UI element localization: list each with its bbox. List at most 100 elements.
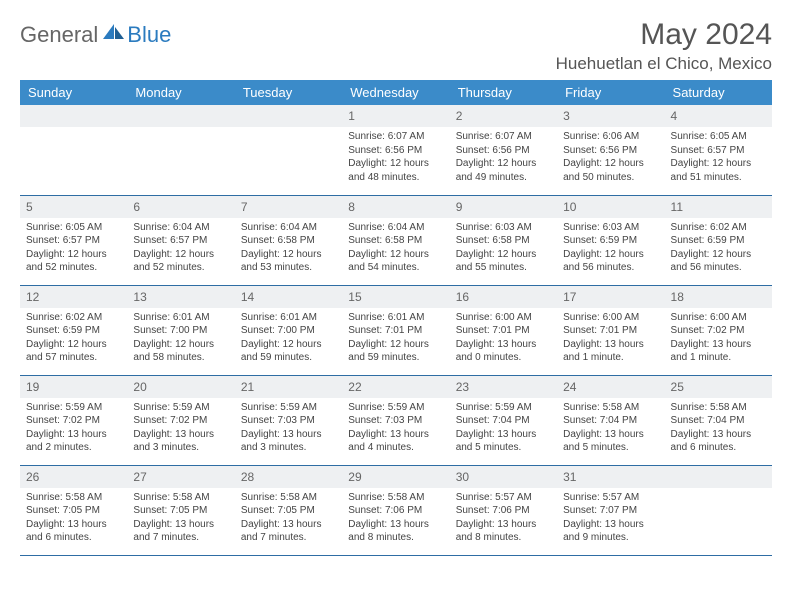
calendar-week-row: 19Sunrise: 5:59 AMSunset: 7:02 PMDayligh… bbox=[20, 375, 772, 465]
day-details: Sunrise: 6:04 AMSunset: 6:57 PMDaylight:… bbox=[127, 218, 234, 279]
calendar-day-cell: 6Sunrise: 6:04 AMSunset: 6:57 PMDaylight… bbox=[127, 195, 234, 285]
daylight-text: Daylight: 13 hours and 2 minutes. bbox=[26, 428, 121, 455]
day-number: 3 bbox=[557, 105, 664, 127]
daylight-text: Daylight: 12 hours and 50 minutes. bbox=[563, 157, 658, 184]
day-number-empty bbox=[235, 105, 342, 127]
calendar-day-cell: 25Sunrise: 5:58 AMSunset: 7:04 PMDayligh… bbox=[665, 375, 772, 465]
calendar-day-cell: 16Sunrise: 6:00 AMSunset: 7:01 PMDayligh… bbox=[450, 285, 557, 375]
day-details: Sunrise: 5:58 AMSunset: 7:05 PMDaylight:… bbox=[235, 488, 342, 549]
sunset-text: Sunset: 6:58 PM bbox=[241, 234, 336, 248]
sunrise-text: Sunrise: 6:04 AM bbox=[241, 221, 336, 235]
weekday-header: Tuesday bbox=[235, 80, 342, 105]
calendar-day-cell: 17Sunrise: 6:00 AMSunset: 7:01 PMDayligh… bbox=[557, 285, 664, 375]
day-details: Sunrise: 5:59 AMSunset: 7:03 PMDaylight:… bbox=[235, 398, 342, 459]
day-number: 15 bbox=[342, 286, 449, 308]
daylight-text: Daylight: 12 hours and 56 minutes. bbox=[563, 248, 658, 275]
calendar-day-cell: 1Sunrise: 6:07 AMSunset: 6:56 PMDaylight… bbox=[342, 105, 449, 195]
sunrise-text: Sunrise: 6:00 AM bbox=[671, 311, 766, 325]
day-details: Sunrise: 5:58 AMSunset: 7:06 PMDaylight:… bbox=[342, 488, 449, 549]
brand-text-blue: Blue bbox=[127, 22, 171, 48]
sunset-text: Sunset: 6:59 PM bbox=[671, 234, 766, 248]
sunrise-text: Sunrise: 5:59 AM bbox=[133, 401, 228, 415]
day-details: Sunrise: 6:01 AMSunset: 7:00 PMDaylight:… bbox=[127, 308, 234, 369]
day-number: 5 bbox=[20, 196, 127, 218]
sunset-text: Sunset: 7:03 PM bbox=[241, 414, 336, 428]
daylight-text: Daylight: 13 hours and 7 minutes. bbox=[241, 518, 336, 545]
sunrise-text: Sunrise: 5:59 AM bbox=[26, 401, 121, 415]
sunrise-text: Sunrise: 6:03 AM bbox=[563, 221, 658, 235]
sunset-text: Sunset: 7:07 PM bbox=[563, 504, 658, 518]
calendar-day-cell: 9Sunrise: 6:03 AMSunset: 6:58 PMDaylight… bbox=[450, 195, 557, 285]
sunset-text: Sunset: 7:04 PM bbox=[563, 414, 658, 428]
sunrise-text: Sunrise: 6:00 AM bbox=[563, 311, 658, 325]
calendar-day-cell bbox=[127, 105, 234, 195]
location-label: Huehuetlan el Chico, Mexico bbox=[556, 54, 772, 74]
sunrise-text: Sunrise: 6:03 AM bbox=[456, 221, 551, 235]
day-details: Sunrise: 6:00 AMSunset: 7:02 PMDaylight:… bbox=[665, 308, 772, 369]
daylight-text: Daylight: 12 hours and 52 minutes. bbox=[26, 248, 121, 275]
weekday-header: Wednesday bbox=[342, 80, 449, 105]
daylight-text: Daylight: 13 hours and 3 minutes. bbox=[241, 428, 336, 455]
day-details: Sunrise: 5:59 AMSunset: 7:04 PMDaylight:… bbox=[450, 398, 557, 459]
weekday-header: Monday bbox=[127, 80, 234, 105]
sunset-text: Sunset: 7:06 PM bbox=[456, 504, 551, 518]
calendar-day-cell: 24Sunrise: 5:58 AMSunset: 7:04 PMDayligh… bbox=[557, 375, 664, 465]
day-number: 8 bbox=[342, 196, 449, 218]
day-number: 20 bbox=[127, 376, 234, 398]
calendar-table: SundayMondayTuesdayWednesdayThursdayFrid… bbox=[20, 80, 772, 556]
calendar-head: SundayMondayTuesdayWednesdayThursdayFrid… bbox=[20, 80, 772, 105]
day-number: 6 bbox=[127, 196, 234, 218]
day-details: Sunrise: 6:00 AMSunset: 7:01 PMDaylight:… bbox=[450, 308, 557, 369]
daylight-text: Daylight: 13 hours and 5 minutes. bbox=[456, 428, 551, 455]
calendar-week-row: 5Sunrise: 6:05 AMSunset: 6:57 PMDaylight… bbox=[20, 195, 772, 285]
daylight-text: Daylight: 12 hours and 48 minutes. bbox=[348, 157, 443, 184]
calendar-day-cell: 4Sunrise: 6:05 AMSunset: 6:57 PMDaylight… bbox=[665, 105, 772, 195]
calendar-body: 1Sunrise: 6:07 AMSunset: 6:56 PMDaylight… bbox=[20, 105, 772, 555]
day-details: Sunrise: 6:06 AMSunset: 6:56 PMDaylight:… bbox=[557, 127, 664, 188]
sunset-text: Sunset: 7:03 PM bbox=[348, 414, 443, 428]
title-block: May 2024 Huehuetlan el Chico, Mexico bbox=[556, 18, 772, 74]
calendar-day-cell: 28Sunrise: 5:58 AMSunset: 7:05 PMDayligh… bbox=[235, 465, 342, 555]
sunset-text: Sunset: 7:04 PM bbox=[456, 414, 551, 428]
sunrise-text: Sunrise: 5:58 AM bbox=[241, 491, 336, 505]
sunrise-text: Sunrise: 5:58 AM bbox=[671, 401, 766, 415]
calendar-day-cell: 15Sunrise: 6:01 AMSunset: 7:01 PMDayligh… bbox=[342, 285, 449, 375]
sunset-text: Sunset: 6:59 PM bbox=[563, 234, 658, 248]
sunrise-text: Sunrise: 6:05 AM bbox=[26, 221, 121, 235]
calendar-day-cell: 26Sunrise: 5:58 AMSunset: 7:05 PMDayligh… bbox=[20, 465, 127, 555]
day-number: 31 bbox=[557, 466, 664, 488]
daylight-text: Daylight: 13 hours and 6 minutes. bbox=[671, 428, 766, 455]
calendar-week-row: 1Sunrise: 6:07 AMSunset: 6:56 PMDaylight… bbox=[20, 105, 772, 195]
day-number: 13 bbox=[127, 286, 234, 308]
calendar-day-cell bbox=[665, 465, 772, 555]
sunrise-text: Sunrise: 5:58 AM bbox=[563, 401, 658, 415]
calendar-day-cell: 11Sunrise: 6:02 AMSunset: 6:59 PMDayligh… bbox=[665, 195, 772, 285]
calendar-day-cell: 19Sunrise: 5:59 AMSunset: 7:02 PMDayligh… bbox=[20, 375, 127, 465]
calendar-day-cell: 14Sunrise: 6:01 AMSunset: 7:00 PMDayligh… bbox=[235, 285, 342, 375]
daylight-text: Daylight: 12 hours and 59 minutes. bbox=[348, 338, 443, 365]
day-number: 4 bbox=[665, 105, 772, 127]
sunrise-text: Sunrise: 5:58 AM bbox=[348, 491, 443, 505]
daylight-text: Daylight: 12 hours and 58 minutes. bbox=[133, 338, 228, 365]
sunrise-text: Sunrise: 6:02 AM bbox=[26, 311, 121, 325]
sunrise-text: Sunrise: 5:57 AM bbox=[563, 491, 658, 505]
calendar-day-cell: 20Sunrise: 5:59 AMSunset: 7:02 PMDayligh… bbox=[127, 375, 234, 465]
sunset-text: Sunset: 7:01 PM bbox=[563, 324, 658, 338]
day-number: 2 bbox=[450, 105, 557, 127]
day-number: 10 bbox=[557, 196, 664, 218]
day-number: 14 bbox=[235, 286, 342, 308]
day-number: 17 bbox=[557, 286, 664, 308]
calendar-day-cell: 21Sunrise: 5:59 AMSunset: 7:03 PMDayligh… bbox=[235, 375, 342, 465]
sunrise-text: Sunrise: 6:06 AM bbox=[563, 130, 658, 144]
weekday-header: Thursday bbox=[450, 80, 557, 105]
day-number: 23 bbox=[450, 376, 557, 398]
day-number-empty bbox=[127, 105, 234, 127]
sunset-text: Sunset: 7:05 PM bbox=[133, 504, 228, 518]
daylight-text: Daylight: 12 hours and 55 minutes. bbox=[456, 248, 551, 275]
sunset-text: Sunset: 6:56 PM bbox=[348, 144, 443, 158]
sunrise-text: Sunrise: 6:07 AM bbox=[456, 130, 551, 144]
day-details: Sunrise: 6:07 AMSunset: 6:56 PMDaylight:… bbox=[342, 127, 449, 188]
daylight-text: Daylight: 13 hours and 7 minutes. bbox=[133, 518, 228, 545]
sunset-text: Sunset: 7:02 PM bbox=[26, 414, 121, 428]
day-details: Sunrise: 6:03 AMSunset: 6:58 PMDaylight:… bbox=[450, 218, 557, 279]
